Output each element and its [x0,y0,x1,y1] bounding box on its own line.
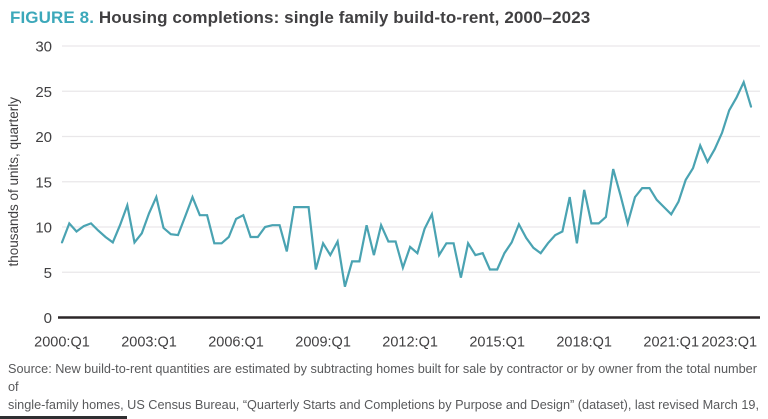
figure-title-text: Housing completions: single family build… [98,8,591,27]
x-tick-label: 2021:Q1 [643,335,699,351]
x-tick-label: 2006:Q1 [208,335,264,351]
data-line [60,79,753,288]
y-tick-label: 5 [44,265,52,282]
y-tick-label: 30 [35,39,52,56]
x-tick-label: 2003:Q1 [121,335,177,351]
x-tick-label: 2000:Q1 [34,335,90,351]
x-tick-label: 2012:Q1 [382,335,438,351]
y-tick-label: 25 [35,84,52,101]
source-note: Source: New build-to-rent quantities are… [8,360,766,419]
x-tick-label: 2023:Q1 [701,335,757,351]
x-tick-label: 2015:Q1 [469,335,525,351]
figure-number-label: FIGURE 8. [10,8,95,27]
y-tick-label: 20 [35,129,52,146]
y-tick-label: 15 [35,174,52,191]
source-line-1: Source: New build-to-rent quantities are… [8,362,757,395]
figure-title: FIGURE 8. Housing completions: single fa… [10,8,590,28]
footer-strip [0,416,127,419]
y-tick-label: 10 [35,220,52,237]
y-tick-label: 0 [44,310,52,327]
line-chart: 0 5 10 15 20 25 30 thousands of units, quarterl… [6,39,760,351]
y-axis-title: thousands of units, quarterly [6,97,21,267]
x-tick-label: 2018:Q1 [556,335,612,351]
x-tick-label: 2009:Q1 [295,335,351,351]
